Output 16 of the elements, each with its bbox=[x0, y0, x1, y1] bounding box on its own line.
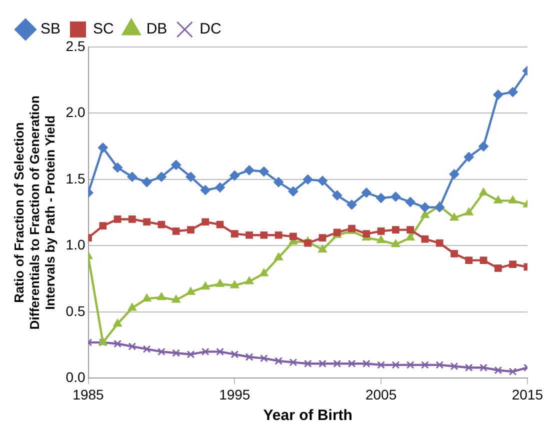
y-axis-title: Ratio of Fraction of Selection Differentials to Fraction of Generation Intervals by Path - Protein Yield bbox=[11, 96, 58, 330]
x-tick-label: 1985 bbox=[72, 386, 104, 402]
legend-label: DC bbox=[200, 20, 222, 38]
y-tick-label: 0.0 bbox=[66, 369, 86, 386]
x-tick-label: 1995 bbox=[219, 386, 250, 402]
x-tick-label: 2015 bbox=[512, 386, 544, 402]
y-tick-label: 1.5 bbox=[66, 170, 86, 186]
y-tick-label: 2.5 bbox=[66, 38, 86, 54]
y-tick-label: 0.5 bbox=[66, 302, 86, 319]
y-tick-label: 1.0 bbox=[66, 236, 86, 253]
x-axis-title: Year of Birth bbox=[263, 407, 352, 424]
y-tick-label: 2.0 bbox=[66, 104, 86, 120]
legend-label: SC bbox=[93, 20, 114, 38]
legend-label: DB bbox=[146, 20, 168, 38]
legend-label: SB bbox=[40, 20, 61, 38]
x-tick-label: 2005 bbox=[365, 386, 397, 402]
